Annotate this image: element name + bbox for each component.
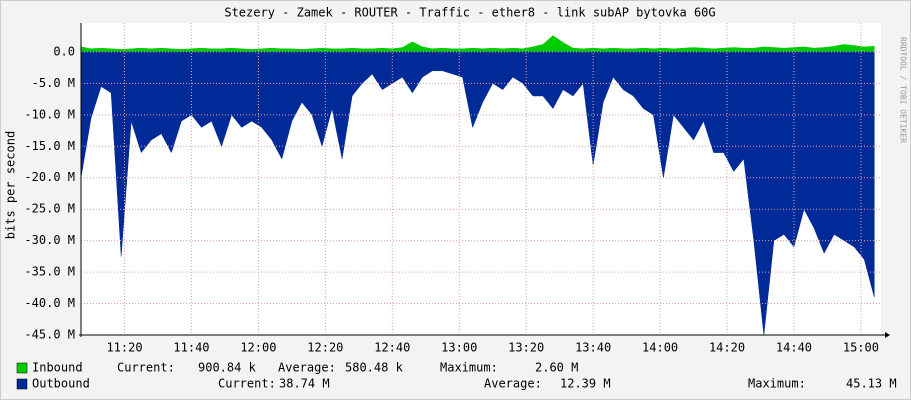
stat-value: 45.13 M — [846, 377, 897, 391]
x-tick-label: 12:40 — [374, 341, 410, 355]
area — [80, 51, 875, 336]
y-tick-label: -40.0 M — [24, 296, 75, 310]
y-tick-label: -25.0 M — [24, 202, 75, 216]
y-tick-label: -5.0 M — [32, 76, 75, 90]
stat-value: 580.48 k — [345, 361, 404, 375]
watermark: RRDTOOL / TOBI OETIKER — [899, 37, 908, 143]
x-tick-label: 14:00 — [642, 341, 678, 355]
y-tick-label: -20.0 M — [24, 170, 75, 184]
y-tick-label: 0.0 — [53, 44, 75, 58]
stat-label: Current: — [117, 361, 175, 375]
legend-label: Outbound — [32, 377, 90, 391]
stat-label: Maximum: — [440, 361, 498, 375]
area — [80, 35, 875, 53]
y-tick-label: -35.0 M — [24, 265, 75, 279]
stat-label: Current: — [218, 377, 276, 391]
chart-title: Stezery - Zamek - ROUTER - Traffic - eth… — [224, 6, 715, 20]
stat-value: 900.84 k — [198, 361, 257, 375]
y-tick-label: -15.0 M — [24, 139, 75, 153]
stat-label: Average: — [484, 377, 542, 391]
x-tick-label: 12:00 — [240, 341, 276, 355]
x-tick-label: 15:00 — [843, 341, 879, 355]
stat-value: 12.39 M — [560, 377, 611, 391]
stat-label: Average: — [278, 361, 336, 375]
x-tick-label: 11:20 — [106, 341, 142, 355]
x-tick-label: 13:20 — [508, 341, 544, 355]
stat-value: 38.74 M — [279, 377, 330, 391]
x-tick-label: 14:20 — [709, 341, 745, 355]
y-tick-label: -10.0 M — [24, 107, 75, 121]
x-tick-label: 14:40 — [776, 341, 812, 355]
y-tick-label: -45.0 M — [24, 328, 75, 342]
x-tick-label: 12:20 — [307, 341, 343, 355]
legend-swatch — [16, 362, 28, 374]
legend-swatch — [16, 378, 28, 390]
x-tick-label: 13:40 — [575, 341, 611, 355]
stat-value: 2.60 M — [535, 361, 578, 375]
stat-label: Maximum: — [748, 377, 806, 391]
y-axis-label: bits per second — [4, 131, 18, 239]
axis-arrow — [885, 332, 890, 338]
legend-label: Inbound — [32, 361, 83, 375]
x-tick-label: 11:40 — [173, 341, 209, 355]
x-tick-label: 13:00 — [441, 341, 477, 355]
y-tick-label: -30.0 M — [24, 233, 75, 247]
